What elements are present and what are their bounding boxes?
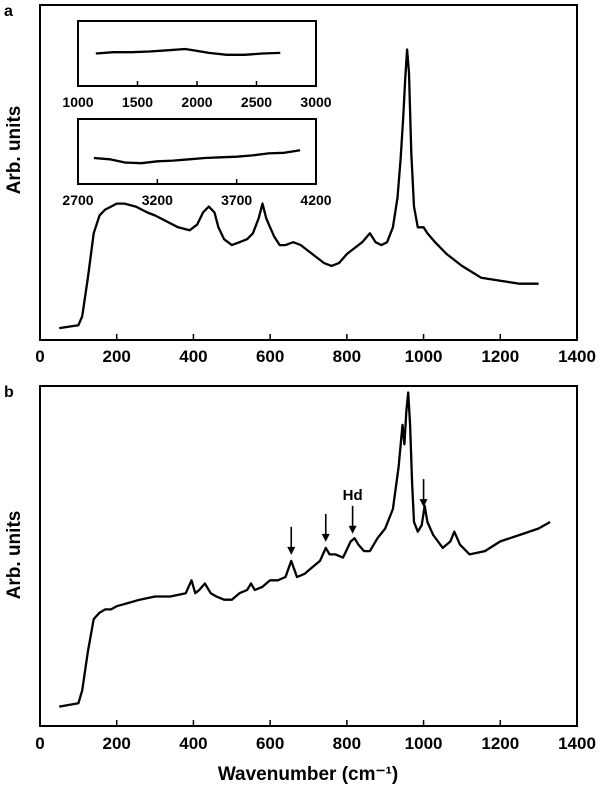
inset-1-x-tick-label: 2000 [181,94,212,110]
inset-1-line [95,47,281,56]
x-axis-label-b: Wavenumber (cm⁻¹) [218,764,398,785]
inset-2-frame [77,118,317,185]
peak-arrow-head [287,546,296,555]
x-axis-b-tick-label: 800 [333,734,361,753]
inset-2-x-tick-label: 3700 [221,192,252,208]
inset-2-x-tick-label: 2700 [62,192,93,208]
peak-arrows: Hd [287,479,428,555]
y-axis-label-a: Arb. units [4,106,25,195]
inset-1-x-tick-label: 2500 [241,94,272,110]
x-ticks-a: 0 200 400 600 800 1000 1200 1400 [35,334,596,366]
inset-2-line [93,149,301,165]
x-axis-b-tick-label: 1000 [405,734,443,753]
spectrum-line-b [59,391,551,708]
y-axis-label-b: Arb. units [4,511,25,600]
x-axis-a-tick-label: 800 [333,347,361,366]
peak-arrow-head [348,525,357,534]
x-axis-a-tick-label: 200 [103,347,131,366]
panel-label-b: b [4,384,14,401]
x-axis-a-tick-label: 1400 [558,347,596,366]
x-axis-a-tick-label: 0 [35,347,44,366]
inset-2-x-ticks: 2700 3200 3700 4200 [62,179,332,208]
peak-annotation-label: Hd [343,487,363,504]
inset-1-x-tick-label: 1000 [62,94,93,110]
peak-arrow-head [321,533,330,542]
inset-1-x-ticks: 1000 1500 2000 2500 3000 [62,81,332,110]
inset-2-x-tick-label: 3200 [142,192,173,208]
x-axis-b-tick-label: 1400 [558,734,596,753]
x-axis-a-tick-label: 600 [256,347,284,366]
x-axis-b-tick-label: 1200 [481,734,519,753]
inset-1-x-tick-label: 3000 [300,94,331,110]
plot-frame-a [39,4,578,341]
panel-a: a Arb. units 0 200 400 600 800 1000 1200 1400 1… [4,3,596,366]
panel-b: b Arb. units 0 200 400 600 800 1000 1200 1400 H… [4,384,596,785]
panel-label-a: a [4,3,13,20]
plot-frame-b [39,385,578,727]
inset-2-x-tick-label: 4200 [300,192,331,208]
x-axis-a-tick-label: 400 [179,347,207,366]
x-axis-a-tick-label: 1000 [405,347,443,366]
x-axis-b-tick-label: 600 [256,734,284,753]
x-axis-b-tick-label: 400 [179,734,207,753]
peak-arrow-head [419,499,428,508]
x-axis-b-tick-label: 200 [103,734,131,753]
x-axis-a-tick-label: 1200 [481,347,519,366]
x-axis-b-tick-label: 0 [35,734,44,753]
x-ticks-b: 0 200 400 600 800 1000 1200 1400 [35,720,596,753]
inset-1-x-tick-label: 1500 [122,94,153,110]
spectrum-line-a [59,48,539,330]
